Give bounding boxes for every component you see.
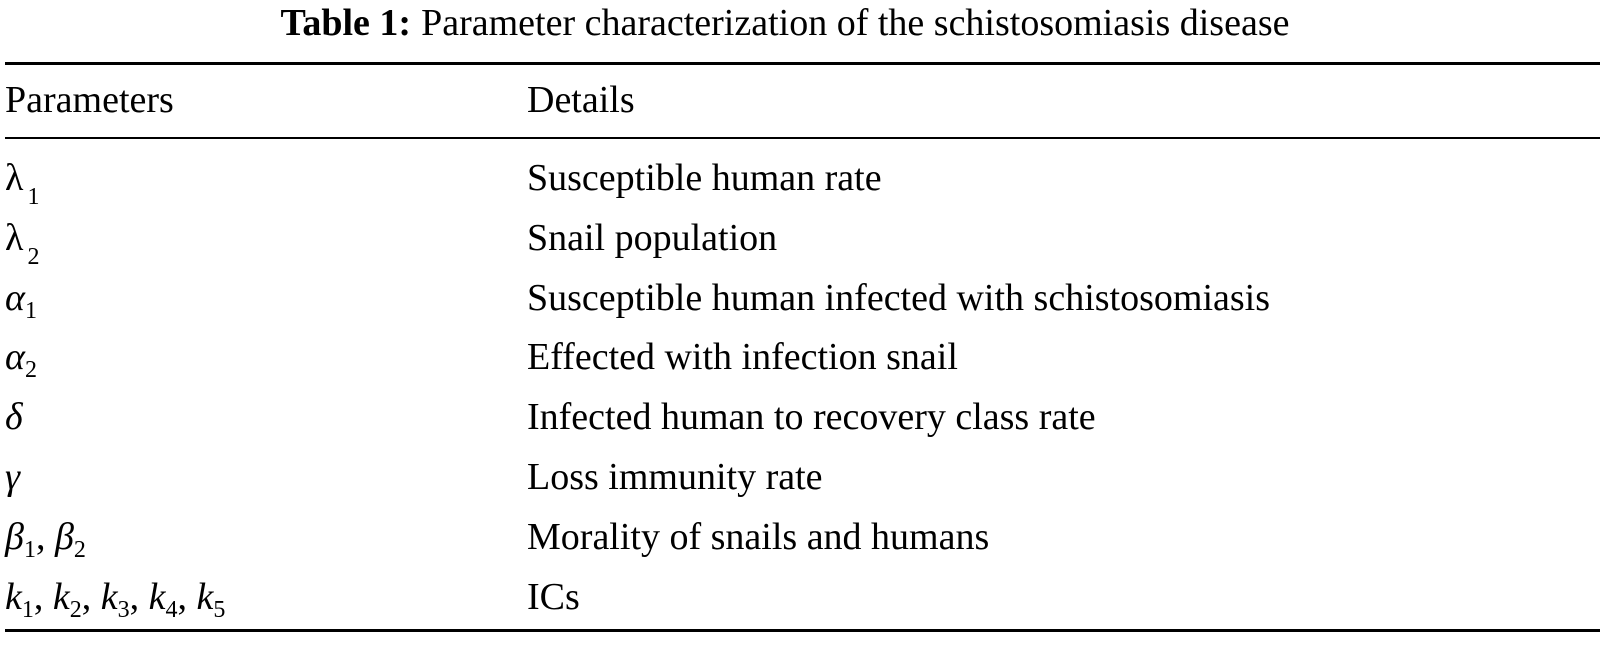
symbol-base: k — [100, 575, 118, 618]
details-cell: Infected human to recovery class rate — [527, 396, 1096, 439]
symbol-base: α — [5, 336, 25, 379]
symbol-subscript: 1 — [21, 596, 34, 623]
details-cell: Morality of snails and humans — [527, 515, 990, 558]
parameter-symbol: α2 — [5, 336, 37, 382]
details-cell: Effected with infection snail — [527, 336, 958, 379]
symbol-base: β — [5, 515, 24, 558]
table-row: γ Loss immunity rate — [5, 447, 1600, 507]
symbol-subscript: 2 — [73, 536, 86, 563]
symbol-base: γ — [5, 456, 20, 498]
table-row: k1, k2, k3, k4, k5 ICs — [5, 567, 1600, 627]
parameter-symbol: β1 — [5, 515, 36, 562]
header-rule — [5, 137, 1600, 139]
symbol-subscript: 2 — [69, 596, 82, 623]
parameter-symbol: k5 — [196, 575, 226, 622]
symbol-subscript: 1 — [23, 536, 36, 563]
bottom-rule — [5, 629, 1600, 632]
parameter-cell: α2 — [5, 327, 37, 387]
details-cell: Susceptible human rate — [527, 157, 882, 199]
symbol-subscript: 2 — [24, 357, 37, 384]
parameter-cell: k1, k2, k3, k4, k5 — [5, 575, 226, 623]
parameter-cell: β1, β2 — [5, 515, 86, 563]
details-cell: Loss immunity rate — [527, 456, 823, 498]
parameter-symbol: k3 — [100, 575, 130, 622]
header-row: Parameters Details — [5, 70, 1600, 130]
table-label: Table 1: — [280, 2, 412, 44]
top-rule — [5, 62, 1600, 65]
table-row: δ Infected human to recovery class rate — [5, 387, 1600, 447]
header-details: Details — [527, 79, 635, 121]
table-title: Parameter characterization of the schist… — [421, 2, 1290, 44]
table-row: λ 1 Susceptible human rate — [5, 148, 1600, 209]
parameter-symbol: γ — [5, 456, 20, 498]
parameter-symbol: α1 — [5, 276, 37, 323]
symbol-base: k — [196, 575, 214, 618]
table-row: λ 2 Snail population — [5, 208, 1600, 269]
table-row: α2 Effected with infection snail — [5, 327, 1600, 387]
symbol-subscript: 3 — [117, 596, 130, 623]
parameter-symbol: k4 — [148, 575, 178, 622]
symbol-subscript: 1 — [24, 297, 37, 324]
symbol-base: δ — [5, 396, 23, 439]
table-row: β1, β2 Morality of snails and humans — [5, 507, 1600, 567]
symbol-base: β — [54, 515, 74, 558]
parameter-symbol: δ — [5, 396, 23, 438]
parameter-cell: δ — [5, 387, 23, 447]
symbol-subscript: 5 — [213, 596, 226, 623]
parameter-symbol: β2 — [54, 515, 86, 562]
details-cell: Susceptible human infected with schistos… — [527, 276, 1271, 319]
symbol-base: k — [5, 575, 22, 618]
symbol-subscript: 2 — [27, 243, 40, 270]
details-cell: Snail population — [527, 216, 778, 259]
symbol-base: α — [5, 276, 25, 319]
parameter-symbol: k1 — [5, 575, 34, 622]
table-row: α1 Susceptible human infected with schist… — [5, 268, 1600, 328]
symbol-subscript: 4 — [165, 596, 178, 623]
symbol-base: k — [148, 575, 166, 618]
symbol-subscript: 1 — [27, 184, 40, 210]
parameter-cell: γ — [5, 447, 20, 507]
symbol-base: λ — [5, 216, 24, 259]
table-caption: Table 1: Parameter characterization of th… — [0, 0, 1570, 46]
header-parameters: Parameters — [5, 79, 174, 121]
parameter-cell: α1 — [5, 268, 37, 328]
details-cell: ICs — [527, 575, 580, 618]
symbol-base: λ — [5, 157, 24, 199]
parameter-symbol: k2 — [52, 575, 82, 622]
symbol-base: k — [52, 575, 70, 618]
